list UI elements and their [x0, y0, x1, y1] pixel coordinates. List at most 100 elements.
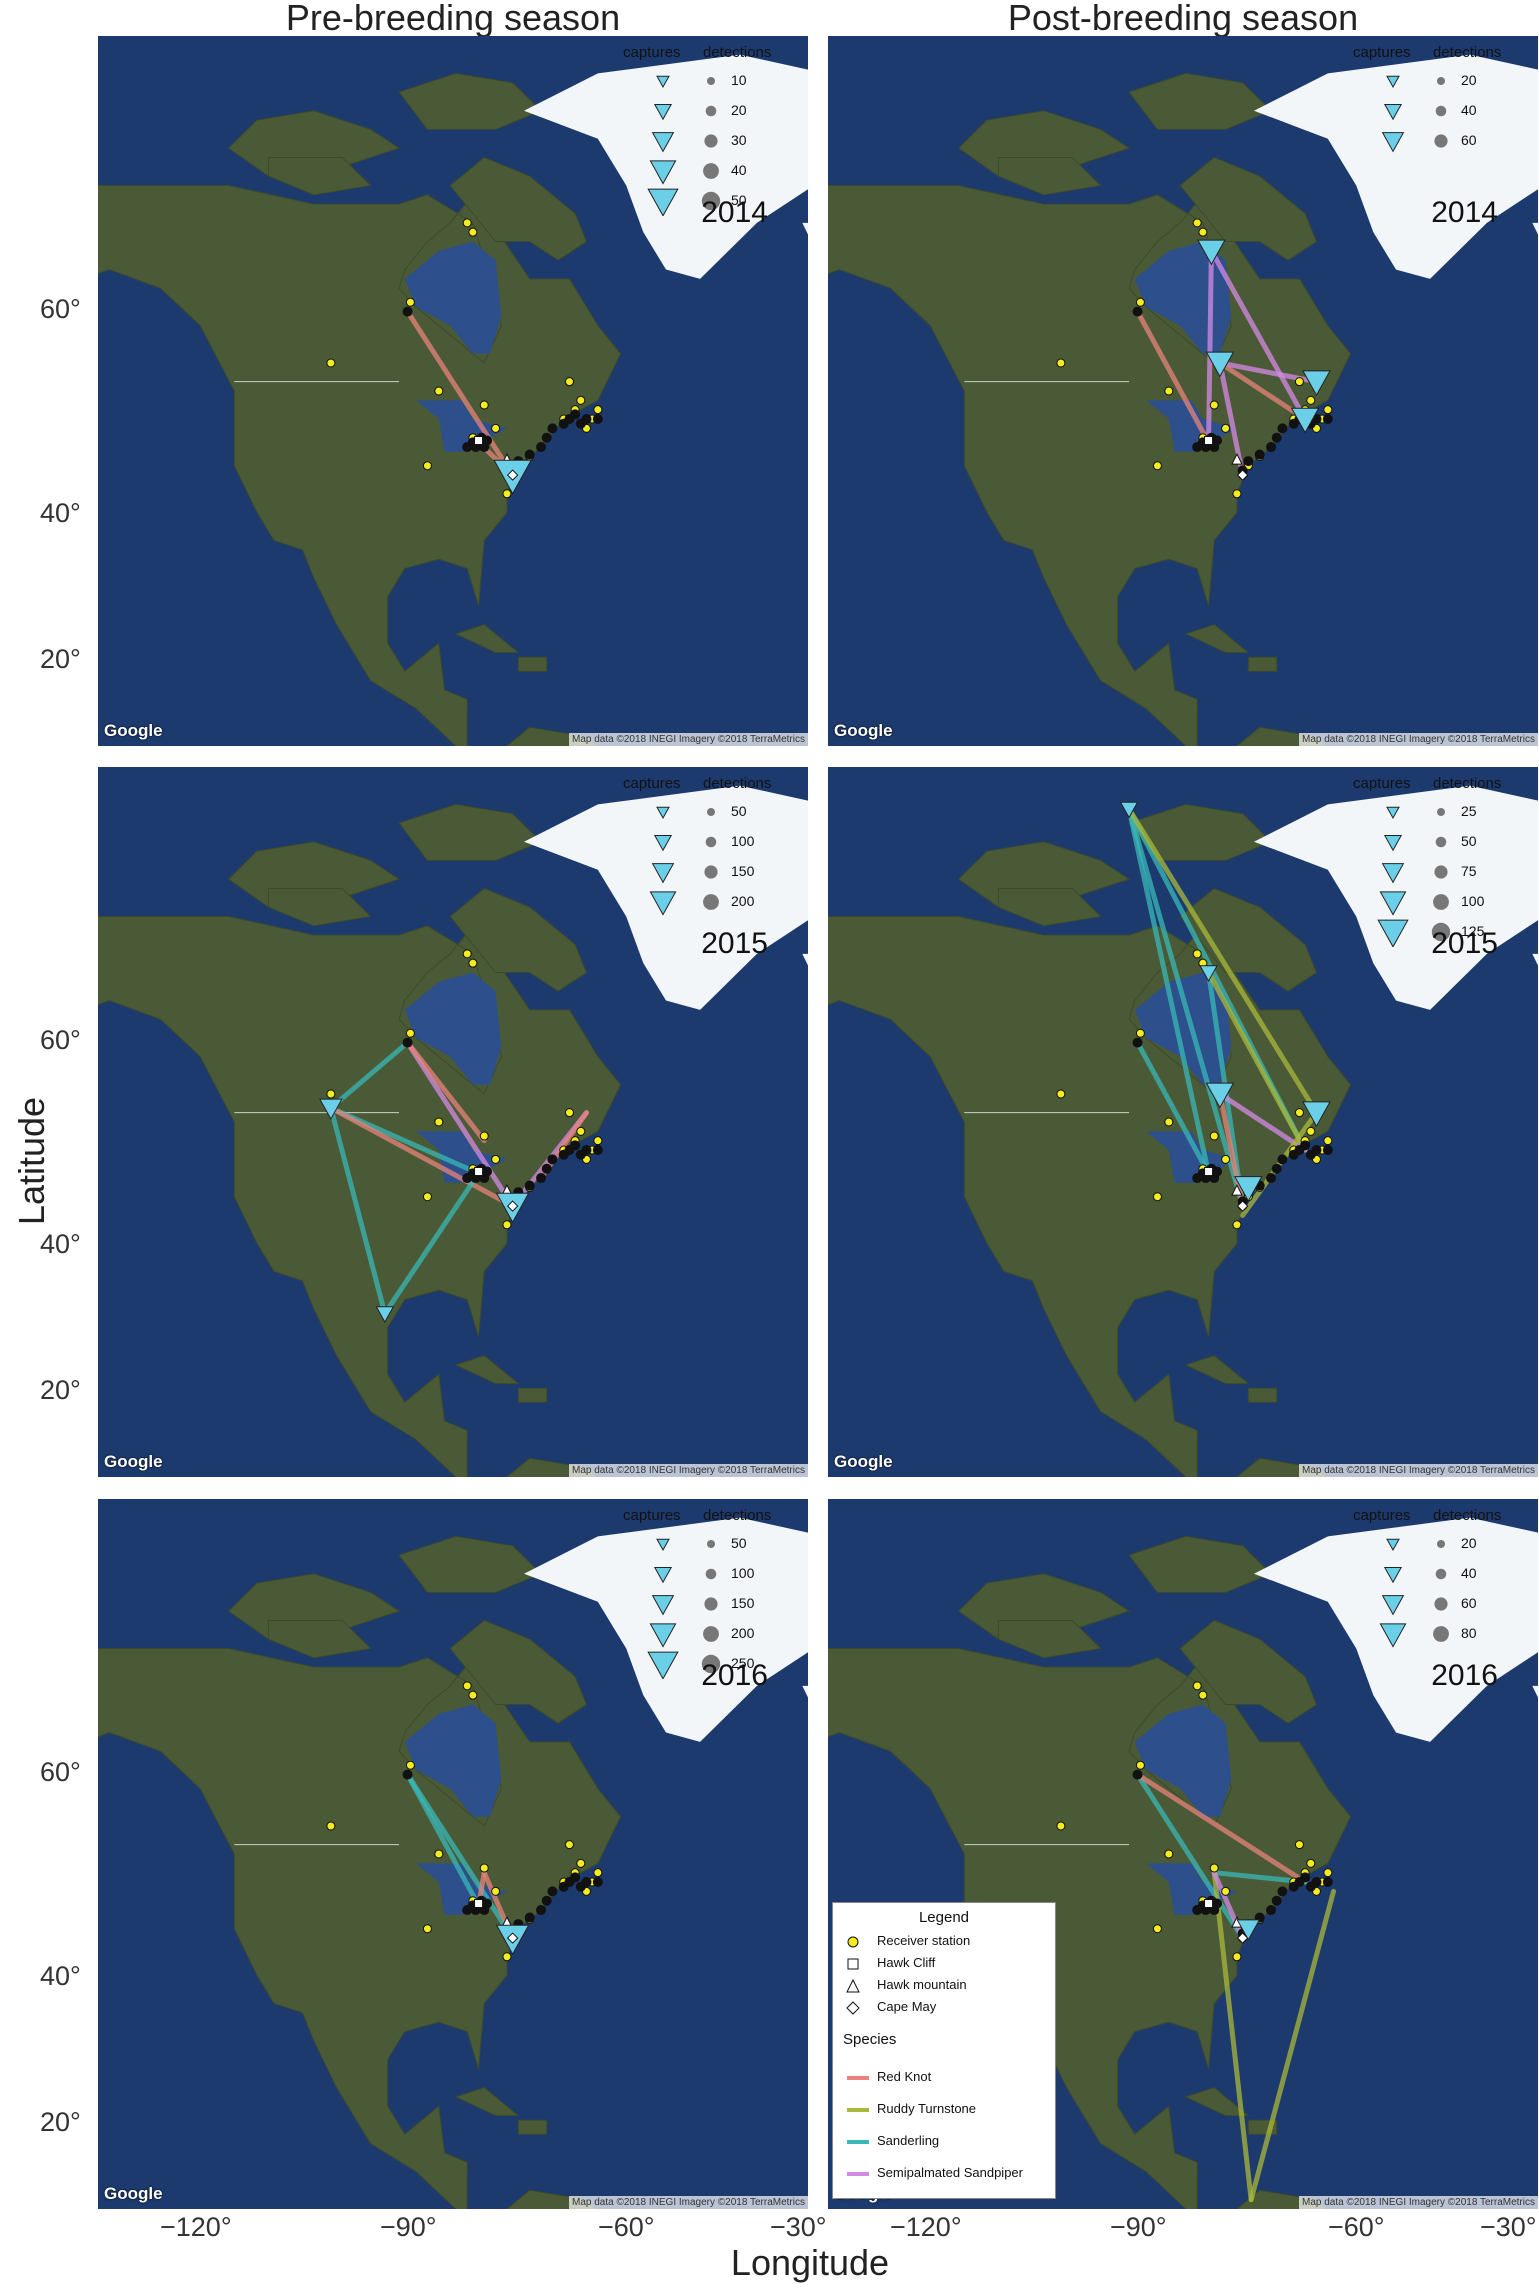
- map-panel-pre-2014[interactable]: captures detections 10 20 30 40 50 2014 Google Ma…: [98, 36, 808, 746]
- receiver-station: [576, 1126, 586, 1136]
- map-panel-post-2015[interactable]: captures detections 25 50 75 100 125 2015 Google…: [828, 767, 1538, 1477]
- receiver-station: [1152, 1192, 1162, 1202]
- detection-size-icon: [1434, 1597, 1448, 1611]
- capture-size-icon: [1386, 75, 1400, 89]
- legend-item-receiver: Receiver station: [843, 1933, 1053, 1951]
- detection-point: [1277, 423, 1288, 434]
- detection-point: [482, 435, 493, 446]
- map-svg: [828, 36, 1538, 746]
- detection-point: [570, 409, 581, 420]
- hawk-mountain-marker: [1231, 453, 1243, 465]
- legend-size-value: 50: [731, 1535, 747, 1551]
- legend-size-value: 200: [731, 893, 755, 909]
- map-attribution: Map data ©2018 INEGI Imagery ©2018 Terra…: [1299, 2196, 1538, 2209]
- detection-point: [1322, 414, 1333, 425]
- inland-water: [404, 972, 502, 1085]
- size-legend-symbols: [1386, 806, 1445, 820]
- legend-captures-header: captures: [623, 1507, 681, 1524]
- legend-detections-header: detections: [703, 44, 772, 61]
- receiver-station: [1306, 1858, 1316, 1868]
- receiver-station: [1294, 1108, 1304, 1118]
- map-panel-post-2016[interactable]: capturesdetections204060802016GoogleMap …: [828, 1499, 1538, 2209]
- y-tick-label: 40°: [40, 1229, 81, 1259]
- hawk-cliff-marker: [474, 1167, 484, 1177]
- size-legend-symbols: [1383, 834, 1447, 852]
- detection-point: [1305, 1149, 1316, 1160]
- detection-point: [536, 442, 547, 453]
- flight-path-sanderling: [1135, 1040, 1212, 1176]
- detection-point: [1300, 1872, 1311, 1883]
- y-tick-label: 60°: [40, 1757, 81, 1787]
- land-mass: [1184, 623, 1250, 654]
- detection-point: [1322, 1877, 1333, 1888]
- detection-point: [570, 1140, 581, 1151]
- detection-point: [1192, 1173, 1203, 1184]
- receiver-station: [502, 1220, 512, 1230]
- land-mass: [1247, 1387, 1278, 1403]
- receiver-station: [1164, 1117, 1174, 1127]
- legend-size-row: 100: [623, 827, 798, 857]
- legend-size-row: 50: [1353, 827, 1528, 857]
- receiver-station-icon: [847, 1936, 859, 1948]
- receiver-station: [1209, 400, 1219, 410]
- size-legend-symbols: [651, 863, 718, 884]
- legend-captures-header: captures: [1353, 44, 1411, 61]
- size-legend: captures detections 50 100 150 200: [623, 775, 798, 919]
- receiver-station: [502, 1952, 512, 1962]
- cape-may-marker: [506, 469, 519, 481]
- detection-size-icon: [705, 1568, 717, 1580]
- detection-point: [462, 442, 473, 453]
- hawk-cliff-marker: [1204, 1899, 1214, 1909]
- detection-size-icon: [1435, 836, 1447, 848]
- receiver-station: [1192, 1681, 1202, 1691]
- detection-point: [402, 306, 413, 317]
- column-title-pre: Pre-breeding season: [285, 0, 621, 38]
- receiver-station: [326, 1821, 336, 1831]
- detection-point: [541, 1895, 552, 1906]
- detection-point: [1192, 442, 1203, 453]
- land-mass: [1179, 1619, 1318, 1724]
- map-panel-post-2014[interactable]: captures detections 20 40 60 2014 Google Map da…: [828, 36, 1538, 746]
- size-legend: captures detections 20 40 60: [1353, 44, 1528, 158]
- map-panel-pre-2015[interactable]: captures detections 50 100 150 200 2015 Google M…: [98, 767, 808, 1477]
- receiver-station: [405, 1760, 415, 1770]
- capture-marker: [375, 1306, 395, 1324]
- land-mass: [517, 656, 548, 672]
- legend-size-row: 50: [623, 1529, 798, 1559]
- map-panel-pre-2016[interactable]: captures detections 50 100 150 200 250 2016 Goog…: [98, 1499, 808, 2209]
- receiver-station: [593, 1868, 603, 1878]
- detection-size-icon: [1437, 1540, 1445, 1548]
- legend-item-hawk-mountain: Hawk mountain: [843, 1977, 1053, 1995]
- map-svg: [828, 767, 1538, 1477]
- land-mass: [997, 887, 1102, 927]
- size-legend-symbols: [1383, 103, 1447, 121]
- detection-point: [592, 1145, 603, 1156]
- detection-point: [1192, 1905, 1203, 1916]
- detection-point: [592, 414, 603, 425]
- receiver-station: [1221, 1154, 1231, 1164]
- capture-size-icon: [1379, 891, 1407, 916]
- flight-path-red-knot: [1217, 1091, 1246, 1209]
- receiver-station: [491, 1886, 501, 1896]
- land-mass: [449, 887, 588, 992]
- capture-size-icon: [1383, 1566, 1403, 1584]
- capture-size-icon: [656, 1538, 670, 1552]
- detection-point: [1243, 456, 1254, 467]
- receiver-station: [479, 1131, 489, 1141]
- detection-point: [1132, 306, 1143, 317]
- receiver-station: [1164, 386, 1174, 396]
- size-legend-symbols: [647, 188, 721, 216]
- semipalmated-sandpiper-swatch: [847, 2172, 869, 2176]
- legend-captures-header: captures: [1353, 775, 1411, 792]
- receiver-station: [1192, 218, 1202, 228]
- x-tick-label: −90°: [380, 2212, 437, 2242]
- capture-marker: [1233, 1176, 1263, 1202]
- land-mass: [267, 887, 372, 927]
- x-tick-label: −120°: [160, 2212, 232, 2242]
- map-attribution: Map data ©2018 INEGI Imagery ©2018 Terra…: [569, 2196, 808, 2209]
- ice-sheet: [802, 222, 808, 235]
- land-mass: [997, 156, 1102, 196]
- detection-size-icon: [707, 1540, 715, 1548]
- size-legend-symbols: [649, 160, 719, 185]
- legend-captures-header: captures: [623, 44, 681, 61]
